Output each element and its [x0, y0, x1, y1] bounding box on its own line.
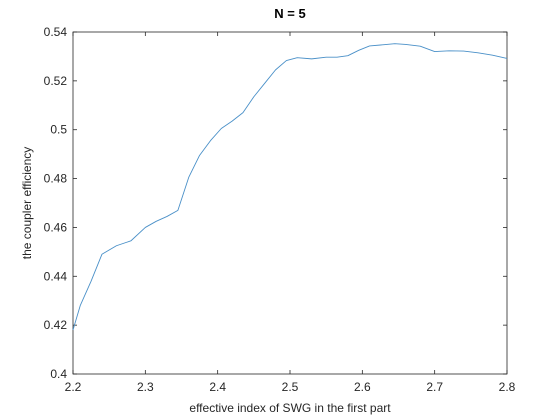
y-axis-title: the coupler efficiency — [20, 147, 34, 260]
y-tick-label: 0.54 — [44, 25, 68, 39]
y-tick-label: 0.4 — [50, 367, 67, 381]
x-axis-title: effective index of SWG in the first part — [189, 401, 391, 415]
x-tick-label: 2.6 — [354, 380, 371, 394]
axis-ticks: 2.2 2.3 2.4 2.5 2.6 2.7 2.8 0.4 0.42 0.44 0.46 0.48… — [44, 25, 516, 394]
y-tick-label: 0.42 — [44, 318, 68, 332]
x-tick-label: 2.2 — [65, 380, 82, 394]
x-tick-label: 2.8 — [499, 380, 516, 394]
y-tick-label: 0.44 — [44, 269, 68, 283]
plot-area — [72, 31, 508, 375]
x-tick-label: 2.3 — [137, 380, 154, 394]
x-tick-label: 2.7 — [426, 380, 443, 394]
chart-title: N = 5 — [274, 6, 305, 21]
x-tick-label: 2.5 — [282, 380, 299, 394]
y-tick-label: 0.5 — [50, 123, 67, 137]
series-layer — [72, 43, 508, 331]
series-line-0 — [72, 43, 508, 331]
y-tick-label: 0.46 — [44, 220, 68, 234]
x-tick-label: 2.4 — [209, 380, 226, 394]
y-tick-label: 0.48 — [44, 172, 68, 186]
y-tick-label: 0.52 — [44, 74, 68, 88]
